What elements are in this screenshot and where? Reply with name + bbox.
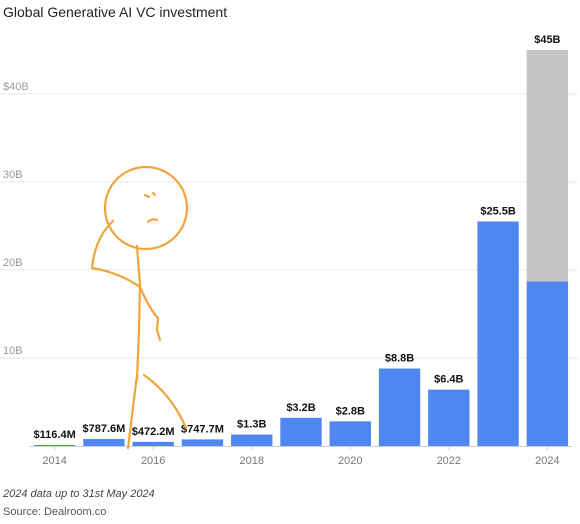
y-tick-label: 30B	[3, 169, 23, 181]
doodle-arm	[138, 285, 162, 342]
doodle-arm	[90, 219, 142, 289]
x-tick-label: 2014	[42, 455, 66, 467]
bar-2014	[33, 444, 76, 446]
footnote: 2024 data up to 31st May 2024	[3, 488, 155, 500]
data-label: $1.3B	[237, 419, 266, 431]
data-label: $25.5B	[480, 205, 516, 217]
stick-figure-doodle	[90, 165, 189, 450]
bar-2018	[231, 434, 273, 446]
bar-2019	[280, 417, 322, 446]
bar-2023	[477, 221, 519, 446]
bars	[33, 49, 569, 446]
bar-2024-projected	[526, 49, 569, 282]
source-note: Source: Dealroom.co	[3, 506, 107, 518]
data-label: $472.2M	[132, 426, 175, 438]
data-label: $8.8B	[385, 353, 414, 365]
x-tick-label: 2018	[239, 455, 263, 467]
bar-2017	[181, 439, 224, 446]
doodle-eye	[151, 191, 157, 197]
x-tick-label: 2024	[535, 455, 559, 467]
bar-2024	[526, 281, 569, 446]
y-tick-label: 20B	[3, 257, 23, 269]
y-tick-label: $40B	[3, 81, 29, 93]
data-labels: $116.4M $787.6M $472.2M $747.7M $1.3B $3.2B $2…	[34, 34, 561, 441]
bar-2022	[428, 389, 470, 446]
data-label: $116.4M	[34, 429, 76, 441]
data-label: $787.6M	[83, 423, 126, 435]
chart-title: Global Generative AI VC investment	[3, 4, 228, 20]
data-label: $3.2B	[286, 402, 315, 414]
x-tick-label: 2020	[338, 455, 362, 467]
data-label: $2.8B	[336, 405, 365, 417]
data-label: $747.7M	[181, 423, 224, 435]
bar-2020	[329, 421, 371, 446]
doodle-leg	[126, 373, 139, 450]
doodle-leg	[142, 373, 188, 430]
doodle-mouth	[146, 218, 159, 224]
x-tick-label: 2022	[437, 455, 461, 467]
bar-2015	[83, 439, 125, 446]
bar-2016	[132, 441, 174, 446]
data-label: $6.4B	[434, 374, 463, 386]
x-tick-label: 2016	[141, 455, 165, 467]
bar-2021	[378, 368, 421, 446]
doodle-eye	[143, 193, 151, 199]
data-label: $45B	[534, 34, 560, 46]
doodle-body	[135, 244, 142, 382]
doodle-head	[103, 165, 189, 251]
x-axis: 2014 2016 2018 2020 2022 2024	[30, 446, 572, 467]
y-tick-label: 10B	[3, 345, 23, 357]
